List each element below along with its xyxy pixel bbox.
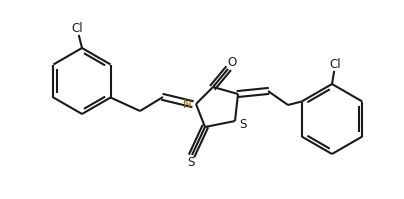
Text: O: O <box>227 57 237 69</box>
Text: S: S <box>187 156 195 170</box>
Text: Cl: Cl <box>329 58 341 70</box>
Text: S: S <box>239 117 247 131</box>
Text: N: N <box>183 98 191 110</box>
Text: Cl: Cl <box>71 21 83 34</box>
